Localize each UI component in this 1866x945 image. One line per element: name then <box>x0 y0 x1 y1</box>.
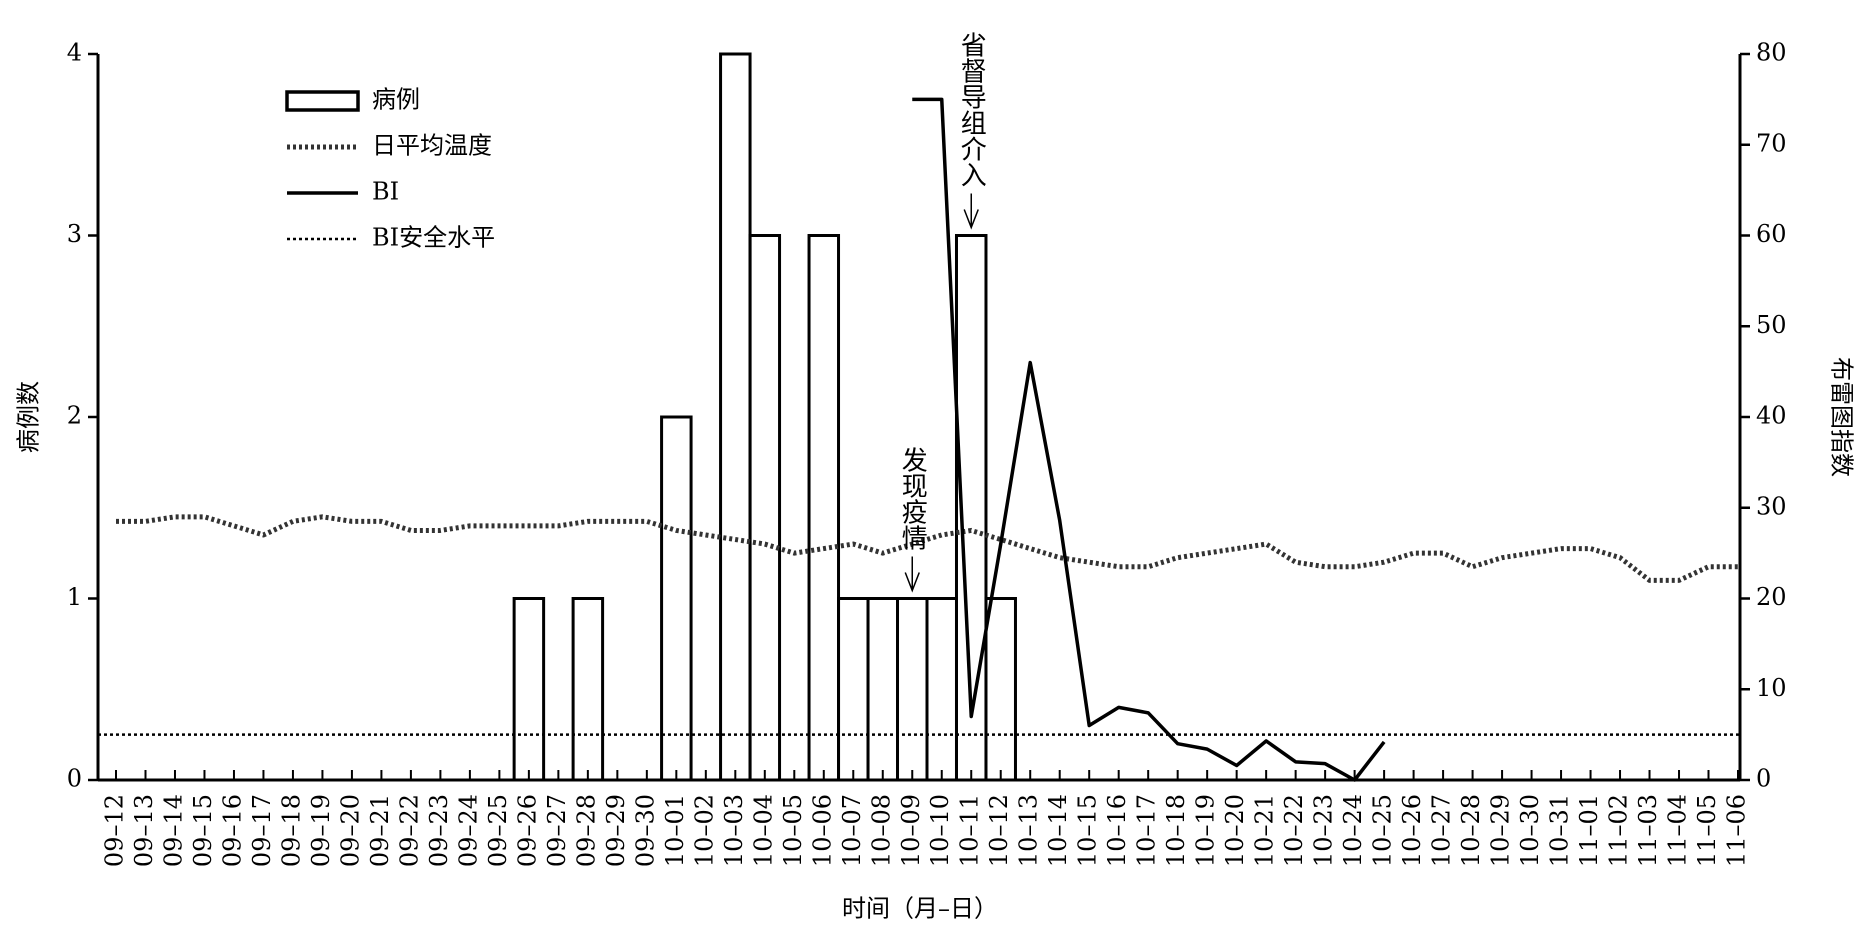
y2-tick-label: 60 <box>1756 220 1787 248</box>
y-axis-label: 病例数 <box>15 381 43 453</box>
x-tick-label: 09–22 <box>395 794 423 867</box>
line-series <box>116 514 1738 583</box>
x-tick-label: 11–06 <box>1723 794 1751 867</box>
x-tick-label: 09–12 <box>101 794 129 867</box>
annotation: 省督导组介入 <box>956 31 986 187</box>
x-tick-label: 10–25 <box>1369 794 1397 867</box>
x-tick-label: 10–29 <box>1487 794 1515 867</box>
x-tick-label: 10–26 <box>1398 794 1426 867</box>
x-tick-label: 10–09 <box>897 794 925 867</box>
bar <box>807 234 841 782</box>
x-tick-label: 09–24 <box>454 794 482 867</box>
bar <box>660 415 693 782</box>
x-tick-label: 10–06 <box>808 794 836 867</box>
legend-label: 病例 <box>372 86 420 114</box>
x-tick-label: 09–30 <box>631 794 659 867</box>
bar <box>748 234 782 782</box>
bar <box>571 597 605 782</box>
x-tick-label: 10–16 <box>1103 794 1131 867</box>
annotation: 发现疫情 <box>897 446 927 550</box>
x-tick-label: 09–16 <box>218 794 246 867</box>
x-tick-label: 10–27 <box>1428 794 1456 867</box>
x-tick-label: 10–04 <box>749 794 777 867</box>
x-tick-label: 10–24 <box>1339 794 1367 867</box>
x-tick-label: 10–14 <box>1044 794 1072 867</box>
x-tick-label: 10–08 <box>867 794 895 867</box>
bar <box>896 597 929 782</box>
x-tick-label: 10–19 <box>1192 794 1220 867</box>
annotation-arrowhead <box>963 209 979 230</box>
y2-axis-label: 布雷图指数 <box>1828 357 1856 477</box>
y2-tick-label: 40 <box>1756 402 1787 430</box>
x-tick-label: 09–25 <box>484 794 512 867</box>
x-tick-label: 10–07 <box>838 794 866 867</box>
y-tick-label: 3 <box>67 220 82 248</box>
y-tick-label: 2 <box>67 402 82 430</box>
x-tick-label: 09–20 <box>336 794 364 867</box>
legend-swatch <box>285 90 360 112</box>
x-tick-label: 09–29 <box>602 794 630 867</box>
annotation-arrowhead <box>904 572 920 593</box>
x-axis-label: 时间（月–日） <box>842 895 998 923</box>
x-tick-label: 09–23 <box>425 794 453 867</box>
x-tick-label: 10–17 <box>1133 794 1161 867</box>
bar <box>837 597 870 782</box>
x-tick-label: 10–22 <box>1280 794 1308 867</box>
x-tick-label: 09–19 <box>307 794 335 867</box>
x-tick-label: 10–18 <box>1162 794 1190 867</box>
x-tick-label: 11–05 <box>1693 794 1721 867</box>
x-tick-label: 10–23 <box>1310 794 1338 867</box>
y2-tick-label: 20 <box>1756 583 1787 611</box>
legend-label: BI安全水平 <box>372 224 495 252</box>
y2-tick-label: 80 <box>1756 39 1787 67</box>
x-tick-label: 11–02 <box>1605 794 1633 867</box>
legend-label: BI <box>372 178 399 206</box>
y2-tick-label: 10 <box>1756 674 1787 702</box>
x-tick-label: 09–17 <box>248 794 276 867</box>
x-tick-label: 09–14 <box>159 794 187 867</box>
y2-tick-label: 70 <box>1756 129 1787 157</box>
x-tick-label: 10–15 <box>1074 794 1102 867</box>
x-tick-label: 11–03 <box>1634 794 1662 867</box>
x-tick-label: 09–15 <box>189 794 217 867</box>
bar <box>866 597 900 782</box>
y-tick-label: 4 <box>67 39 82 67</box>
legend-label: 日平均温度 <box>372 132 492 160</box>
x-tick-label: 10–12 <box>985 794 1013 867</box>
x-tick-label: 09–27 <box>543 794 571 867</box>
y2-tick-label: 50 <box>1756 311 1787 339</box>
y2-tick-label: 0 <box>1756 765 1771 793</box>
x-tick-label: 09–21 <box>366 794 394 867</box>
y-tick-label: 1 <box>67 583 82 611</box>
y2-tick-label: 30 <box>1756 492 1787 520</box>
bar <box>512 597 546 782</box>
x-tick-label: 10–05 <box>779 794 807 867</box>
x-tick-label: 10–03 <box>720 794 748 867</box>
bar <box>984 597 1017 782</box>
x-tick-label: 11–04 <box>1664 794 1692 867</box>
x-tick-label: 09–18 <box>277 794 305 867</box>
x-tick-label: 10–10 <box>926 794 954 867</box>
x-tick-label: 09–13 <box>130 794 158 867</box>
x-tick-label: 10–11 <box>956 794 984 867</box>
x-tick-label: 09–26 <box>513 794 541 867</box>
x-tick-label: 10–31 <box>1546 794 1574 867</box>
line-series <box>912 97 1386 782</box>
x-tick-label: 10–13 <box>1015 794 1043 867</box>
x-tick-label: 09–28 <box>572 794 600 867</box>
x-tick-label: 11–01 <box>1575 794 1603 867</box>
x-tick-label: 10–02 <box>690 794 718 867</box>
x-tick-label: 10–28 <box>1457 794 1485 867</box>
x-tick-label: 10–01 <box>661 794 689 867</box>
x-tick-label: 10–20 <box>1221 794 1249 867</box>
y-tick-label: 0 <box>67 765 82 793</box>
bar <box>925 597 958 782</box>
x-tick-label: 10–30 <box>1516 794 1544 867</box>
x-tick-label: 10–21 <box>1251 794 1279 867</box>
bar <box>719 52 752 782</box>
